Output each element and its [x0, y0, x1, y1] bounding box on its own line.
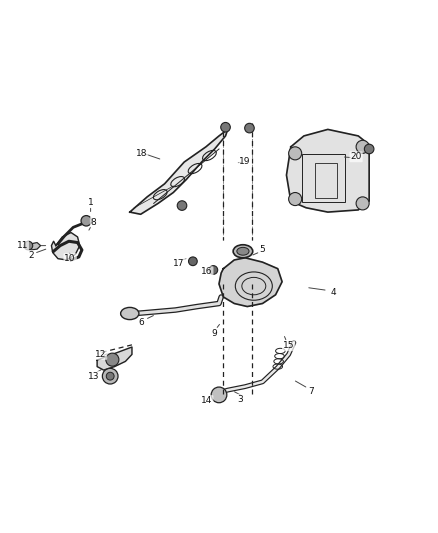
- Text: 13: 13: [88, 372, 99, 381]
- Text: 18: 18: [136, 149, 147, 158]
- Text: 7: 7: [308, 387, 314, 397]
- Circle shape: [211, 387, 227, 403]
- Text: 5: 5: [260, 246, 265, 254]
- Circle shape: [289, 192, 302, 206]
- Text: 2: 2: [28, 251, 34, 260]
- Text: 11: 11: [17, 241, 28, 250]
- Circle shape: [209, 265, 218, 274]
- Text: 12: 12: [95, 350, 106, 359]
- Text: 8: 8: [91, 217, 96, 227]
- Text: 15: 15: [283, 341, 294, 350]
- Text: 10: 10: [64, 254, 76, 263]
- Circle shape: [106, 372, 114, 380]
- Circle shape: [188, 257, 197, 265]
- Circle shape: [221, 123, 230, 132]
- Polygon shape: [28, 243, 41, 250]
- Polygon shape: [286, 130, 369, 212]
- Ellipse shape: [120, 308, 139, 320]
- Circle shape: [289, 147, 302, 160]
- Circle shape: [106, 353, 119, 366]
- Circle shape: [177, 201, 187, 211]
- Circle shape: [245, 123, 254, 133]
- Text: 3: 3: [237, 395, 243, 403]
- Text: 1: 1: [88, 198, 93, 207]
- Circle shape: [356, 197, 369, 210]
- Text: 6: 6: [139, 318, 145, 327]
- Circle shape: [102, 368, 118, 384]
- Text: 14: 14: [201, 396, 212, 405]
- Text: 4: 4: [330, 288, 336, 297]
- Polygon shape: [130, 130, 228, 214]
- Circle shape: [364, 144, 374, 154]
- Text: 20: 20: [350, 152, 362, 161]
- Ellipse shape: [237, 247, 249, 255]
- Circle shape: [24, 241, 33, 250]
- Circle shape: [81, 215, 92, 226]
- Polygon shape: [51, 232, 80, 260]
- Circle shape: [356, 140, 369, 154]
- Text: 9: 9: [211, 329, 217, 338]
- Text: 19: 19: [239, 157, 251, 166]
- Bar: [302, 154, 345, 202]
- Polygon shape: [97, 347, 132, 370]
- Text: 17: 17: [173, 259, 185, 268]
- Bar: [315, 163, 336, 198]
- Text: 16: 16: [201, 267, 212, 276]
- Ellipse shape: [233, 245, 253, 258]
- Polygon shape: [219, 258, 282, 306]
